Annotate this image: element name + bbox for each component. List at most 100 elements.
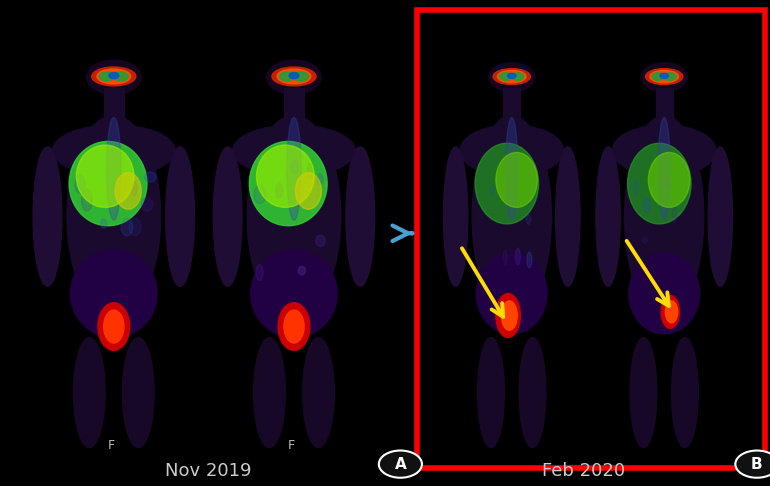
- Ellipse shape: [643, 237, 647, 243]
- Ellipse shape: [71, 250, 157, 338]
- Ellipse shape: [624, 116, 704, 317]
- Ellipse shape: [496, 153, 537, 208]
- Ellipse shape: [247, 116, 341, 317]
- Ellipse shape: [630, 338, 657, 448]
- Ellipse shape: [101, 219, 107, 228]
- Ellipse shape: [75, 175, 85, 193]
- Ellipse shape: [506, 118, 518, 220]
- Ellipse shape: [658, 118, 671, 220]
- Ellipse shape: [97, 69, 131, 84]
- Bar: [284, 88, 304, 136]
- Ellipse shape: [98, 303, 129, 350]
- Ellipse shape: [477, 253, 547, 334]
- Ellipse shape: [253, 338, 286, 448]
- Ellipse shape: [661, 295, 679, 329]
- Bar: [417, 10, 765, 468]
- Circle shape: [266, 60, 321, 94]
- Ellipse shape: [671, 338, 698, 448]
- Ellipse shape: [82, 190, 92, 211]
- Ellipse shape: [460, 125, 564, 176]
- Ellipse shape: [596, 147, 621, 286]
- Ellipse shape: [500, 73, 511, 80]
- Ellipse shape: [612, 125, 716, 176]
- Ellipse shape: [527, 252, 532, 268]
- Ellipse shape: [213, 147, 242, 286]
- Ellipse shape: [114, 72, 129, 81]
- Bar: [504, 88, 521, 136]
- Text: Nov 2019: Nov 2019: [165, 462, 251, 480]
- Ellipse shape: [277, 69, 311, 84]
- Ellipse shape: [116, 173, 141, 209]
- Ellipse shape: [278, 303, 310, 350]
- Ellipse shape: [496, 294, 521, 338]
- Ellipse shape: [648, 153, 690, 208]
- Ellipse shape: [298, 266, 306, 275]
- Ellipse shape: [284, 310, 304, 343]
- Ellipse shape: [708, 147, 732, 286]
- Ellipse shape: [52, 125, 175, 176]
- Ellipse shape: [294, 72, 309, 81]
- Ellipse shape: [665, 178, 670, 188]
- Ellipse shape: [633, 179, 638, 195]
- Circle shape: [86, 60, 141, 94]
- Ellipse shape: [628, 143, 691, 224]
- Ellipse shape: [644, 199, 651, 213]
- Ellipse shape: [233, 125, 355, 176]
- Ellipse shape: [645, 69, 683, 85]
- Ellipse shape: [129, 218, 141, 236]
- Ellipse shape: [497, 70, 526, 83]
- Bar: [656, 88, 673, 136]
- Ellipse shape: [67, 116, 161, 317]
- Ellipse shape: [490, 186, 494, 195]
- Ellipse shape: [104, 310, 124, 343]
- Ellipse shape: [92, 67, 136, 86]
- Ellipse shape: [76, 145, 134, 208]
- Ellipse shape: [316, 235, 325, 246]
- Text: A: A: [394, 457, 407, 471]
- Ellipse shape: [303, 338, 334, 448]
- Ellipse shape: [132, 182, 137, 196]
- Ellipse shape: [503, 250, 507, 265]
- Ellipse shape: [280, 72, 294, 81]
- Ellipse shape: [121, 218, 132, 236]
- Ellipse shape: [291, 160, 298, 174]
- Ellipse shape: [142, 197, 152, 211]
- Ellipse shape: [316, 174, 323, 185]
- Ellipse shape: [629, 253, 700, 334]
- Text: Feb 2020: Feb 2020: [542, 462, 625, 480]
- Ellipse shape: [289, 72, 299, 79]
- Ellipse shape: [472, 116, 551, 317]
- Ellipse shape: [493, 69, 531, 85]
- Ellipse shape: [665, 73, 676, 80]
- Ellipse shape: [660, 73, 668, 79]
- Ellipse shape: [296, 173, 321, 209]
- Ellipse shape: [507, 73, 516, 79]
- Ellipse shape: [286, 118, 301, 220]
- Ellipse shape: [251, 250, 337, 338]
- Ellipse shape: [672, 206, 677, 223]
- Ellipse shape: [477, 338, 504, 448]
- Ellipse shape: [346, 147, 375, 286]
- Ellipse shape: [256, 264, 263, 280]
- Ellipse shape: [501, 301, 517, 330]
- Ellipse shape: [475, 143, 538, 224]
- Ellipse shape: [249, 141, 327, 226]
- Ellipse shape: [254, 186, 266, 204]
- Ellipse shape: [33, 147, 62, 286]
- Ellipse shape: [122, 338, 154, 448]
- Circle shape: [735, 451, 770, 478]
- Ellipse shape: [69, 141, 147, 226]
- Circle shape: [379, 451, 422, 478]
- Ellipse shape: [652, 73, 664, 80]
- Text: F: F: [107, 439, 115, 452]
- Ellipse shape: [145, 172, 156, 182]
- Ellipse shape: [515, 248, 521, 265]
- Ellipse shape: [73, 338, 105, 448]
- Ellipse shape: [106, 118, 121, 220]
- Ellipse shape: [519, 338, 546, 448]
- Ellipse shape: [650, 70, 678, 83]
- Bar: [104, 88, 124, 136]
- Ellipse shape: [99, 72, 114, 81]
- Ellipse shape: [272, 67, 316, 86]
- Ellipse shape: [256, 145, 314, 208]
